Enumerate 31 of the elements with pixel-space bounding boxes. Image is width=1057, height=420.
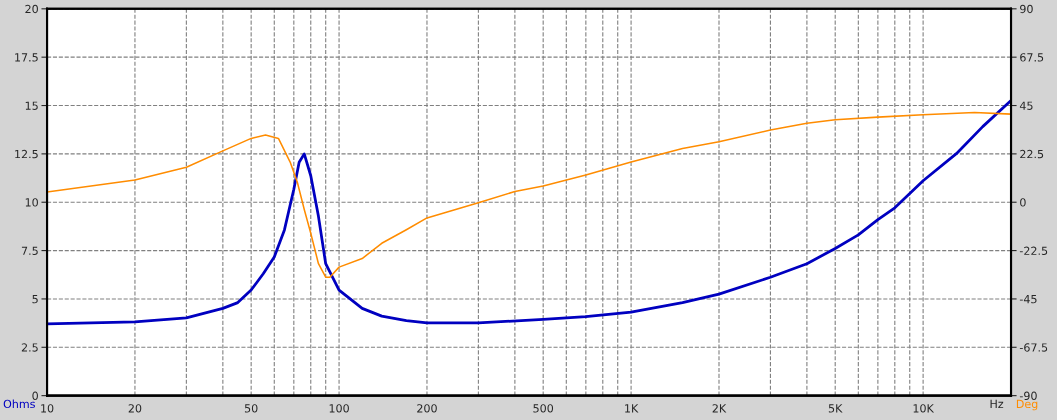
y2-tick-label: 45: [1019, 101, 1033, 110]
x-tick-label: 500: [533, 404, 554, 413]
y2-axis-title: Deg: [1016, 399, 1038, 411]
y-tick-label: 15: [25, 101, 38, 110]
y-tick-label: 0: [32, 391, 38, 401]
y-tick-label: 2.5: [21, 343, 38, 352]
x-tick-label: 5K: [828, 404, 843, 413]
x-tick-label: 1K: [625, 404, 639, 413]
y-tick-label: 5: [32, 295, 38, 304]
x-tick-label: 10K: [913, 404, 935, 413]
y-tick-label: 10: [25, 198, 38, 207]
y2-tick-label: -45: [1019, 295, 1037, 304]
y-tick-label: 17.5: [15, 53, 38, 62]
y2-tick-label: 67.5: [1020, 53, 1044, 62]
y2-tick-label: -90: [1019, 391, 1037, 401]
y2-tick-label: -22.5: [1019, 246, 1048, 255]
y-tick-label: 20: [25, 4, 38, 14]
x-tick-label: 10: [41, 404, 54, 413]
x-tick-label: 20: [128, 404, 142, 413]
y-axis-title: Ohms: [3, 399, 35, 409]
y2-tick-label: -67.5: [1019, 343, 1048, 352]
x-tick-label: 200: [417, 404, 437, 413]
x-tick-label: 50: [244, 404, 258, 413]
y2-tick-label: 90: [1020, 4, 1033, 14]
x-tick-label: 100: [329, 404, 349, 413]
x-axis-title: Hz: [990, 399, 1004, 408]
x-tick-label: 2K: [712, 404, 727, 413]
y-tick-label: 7.5: [21, 246, 38, 255]
y2-tick-label: 22.5: [1020, 149, 1044, 159]
y-tick-label: 12.5: [15, 149, 38, 159]
y2-tick-label: 0: [1020, 198, 1026, 207]
